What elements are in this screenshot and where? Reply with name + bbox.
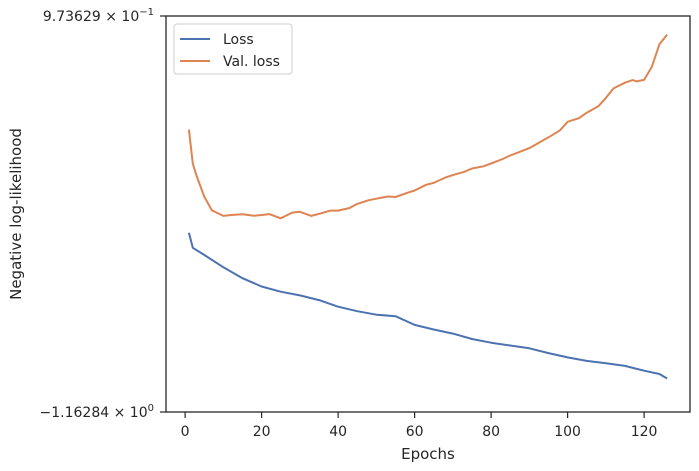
x-tick-label: 20 — [253, 424, 271, 440]
y-axis-label: Negative log-likelihood — [7, 128, 25, 300]
x-tick-label: 60 — [406, 424, 424, 440]
x-tick-label: 100 — [554, 424, 581, 440]
legend: Loss Val. loss — [173, 23, 293, 75]
x-tick-label: 80 — [482, 424, 500, 440]
y-tick-label-bottom: −1.16284 × 100 — [40, 403, 154, 421]
plot-area — [165, 15, 691, 413]
x-axis: 0 20 40 60 80 100 120 — [181, 412, 658, 440]
x-tick-label: 120 — [631, 424, 658, 440]
legend-label-val-loss: Val. loss — [223, 54, 280, 70]
x-tick-label: 40 — [329, 424, 347, 440]
series-line-val-loss — [187, 34, 668, 220]
y-tick-label-top: 9.73629 × 10−1 — [43, 7, 154, 25]
x-tick-label: 0 — [181, 424, 190, 440]
x-axis-label: Epochs — [401, 445, 455, 463]
series-layer — [187, 34, 668, 380]
series-line-loss — [187, 232, 668, 380]
legend-label-loss: Loss — [223, 32, 254, 48]
